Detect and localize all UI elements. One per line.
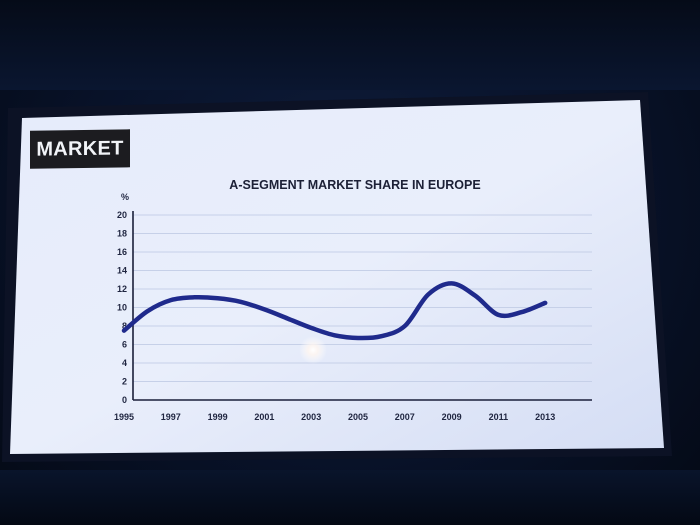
room-background-top xyxy=(0,0,700,90)
room-background-bottom xyxy=(0,470,700,525)
y-tick-label: 4 xyxy=(122,358,127,368)
x-tick-label: 1999 xyxy=(208,412,228,422)
light-glare xyxy=(299,336,327,364)
x-tick-label: 2003 xyxy=(301,412,321,422)
y-tick-label: 2 xyxy=(122,377,127,387)
x-tick-label: 2013 xyxy=(535,412,555,422)
y-tick-label: 18 xyxy=(117,229,127,239)
x-tick-label: 2005 xyxy=(348,412,368,422)
chart-area: 0 2 4 6 8 10 12 14 16 18 20 1995 1997 1999 2001 2003 200… xyxy=(114,178,592,422)
screen-surface xyxy=(10,100,664,454)
y-tick-label: 8 xyxy=(122,321,127,331)
y-tick-label: 16 xyxy=(117,247,127,257)
y-tick-label: 20 xyxy=(117,210,127,220)
y-tick-label: 0 xyxy=(122,395,127,405)
chart-title: A-SEGMENT MARKET SHARE IN EUROPE xyxy=(229,178,480,192)
x-tick-label: 1995 xyxy=(114,412,134,422)
x-tick-label: 2011 xyxy=(489,412,509,422)
series-line xyxy=(121,281,548,341)
y-tick-label: 14 xyxy=(117,266,127,276)
y-tick-label: 6 xyxy=(122,340,127,350)
x-tick-label: 2007 xyxy=(395,412,415,422)
y-tick-label: 10 xyxy=(117,303,127,313)
y-axis-label: % xyxy=(121,192,129,202)
x-tick-label: 2001 xyxy=(254,412,274,422)
y-tick-label: 12 xyxy=(117,284,127,294)
section-tag: MARKET xyxy=(30,129,130,169)
x-tick-label: 1997 xyxy=(161,412,181,422)
x-tick-label: 2009 xyxy=(442,412,462,422)
